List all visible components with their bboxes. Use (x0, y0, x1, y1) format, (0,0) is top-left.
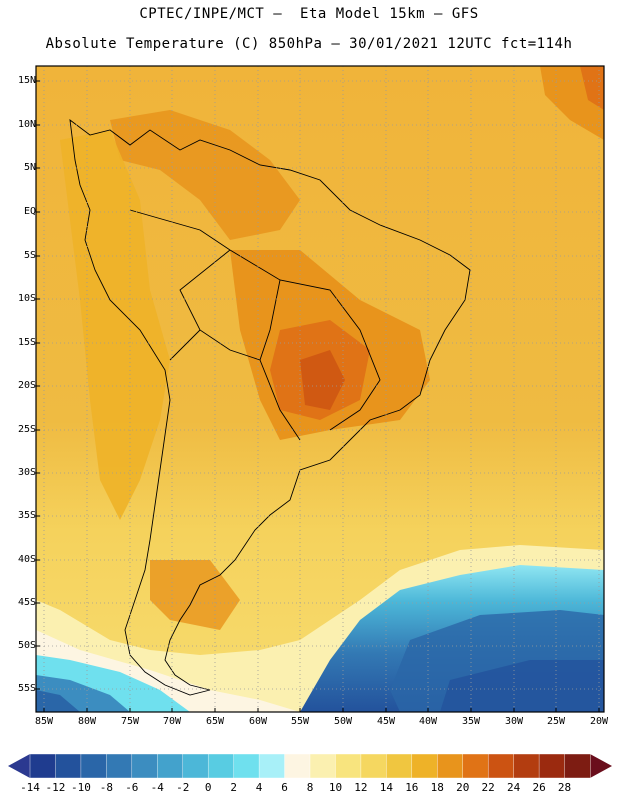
colorbar-label: 10 (328, 781, 343, 794)
colorbar-swatch (284, 753, 311, 779)
colorbar-low-cap (8, 754, 30, 778)
lon-label: 70W (162, 716, 182, 727)
colorbar-label: 4 (255, 781, 263, 794)
colorbar-swatch (411, 753, 438, 779)
colorbar-label: 24 (507, 781, 521, 794)
colorbar-label: 20 (456, 781, 470, 794)
colorbar-label: 2 (230, 781, 237, 794)
colorbar-swatch (207, 753, 235, 779)
colorbar-label: -10 (70, 781, 91, 794)
lon-label: 40W (418, 716, 438, 727)
colorbar-swatch (29, 753, 57, 779)
colorbar-label: -6 (125, 781, 139, 794)
lat-label: 30S (17, 467, 36, 478)
lon-label: 25W (546, 716, 566, 727)
colorbar-swatch (487, 753, 515, 779)
colorbar-swatch (564, 753, 591, 779)
lon-label: 20W (589, 716, 609, 727)
lon-label: 55W (290, 716, 310, 727)
colorbar-label: -2 (176, 781, 190, 794)
lon-label: 60W (248, 716, 268, 727)
colorbar-swatch (106, 753, 133, 779)
colorbar-swatch (437, 753, 464, 779)
colorbar-label: 8 (306, 781, 314, 794)
colorbar-swatch (233, 753, 260, 779)
lon-label: 30W (504, 716, 524, 727)
colorbar (8, 753, 612, 779)
tick-marks (36, 80, 600, 712)
colorbar-swatch (335, 753, 362, 779)
lat-label: 10S (17, 293, 36, 304)
lon-label: 50W (333, 716, 353, 727)
lat-label: 50S (17, 640, 36, 651)
colorbar-label: 6 (281, 781, 288, 794)
lat-label: 10N (17, 119, 36, 130)
lat-label: 5S (23, 250, 36, 261)
colorbar-label: 28 (557, 781, 572, 794)
map-title-line1: CPTEC/INPE/MCT – Eta Model 15km – GFS (139, 6, 479, 22)
colorbar-swatch (386, 753, 413, 779)
lon-label: 65W (205, 716, 225, 727)
colorbar-label: 16 (405, 781, 419, 794)
lon-label: 85W (34, 716, 54, 727)
map-frame (35, 65, 605, 713)
lat-label: 35S (17, 510, 36, 521)
colorbar-swatch (157, 753, 184, 779)
colorbar-swatch (538, 753, 566, 779)
colorbar-label: 18 (430, 781, 444, 794)
lat-label: EQ (23, 206, 36, 217)
colorbar-label: 14 (379, 781, 393, 794)
lat-label: 15S (17, 337, 36, 348)
colorbar-label: 0 (204, 781, 212, 794)
colorbar-swatch (182, 753, 209, 779)
lon-label: 35W (461, 716, 481, 727)
colorbar-swatch (131, 753, 158, 779)
lon-label: 75W (120, 716, 140, 727)
colorbar-label: -8 (99, 781, 113, 794)
lat-label: 15N (17, 75, 36, 86)
colorbar-label: 22 (481, 781, 495, 794)
colorbar-swatch (258, 753, 286, 779)
colorbar-swatch (360, 753, 388, 779)
colorbar-swatch (462, 753, 489, 779)
colorbar-label: -4 (150, 781, 164, 794)
colorbar-swatch (513, 753, 540, 779)
colorbar-label: -12 (45, 781, 66, 794)
lon-label: 80W (77, 716, 97, 727)
colorbar-label: -14 (20, 781, 40, 794)
colorbar-label: 26 (532, 781, 546, 794)
colorbar-swatch (55, 753, 82, 779)
lat-label: 40S (17, 554, 36, 565)
colorbar-label: 12 (354, 781, 368, 794)
temperature-field (36, 66, 604, 712)
lat-label: 55S (17, 683, 36, 694)
lat-label: 25S (17, 424, 36, 435)
lat-label: 20S (17, 380, 36, 391)
lon-label: 45W (376, 716, 396, 727)
colorbar-swatch (80, 753, 108, 779)
colorbar-high-cap (590, 754, 612, 778)
lat-label: 5N (23, 162, 36, 173)
graticule (36, 66, 604, 712)
coastlines (69, 119, 471, 696)
lat-label: 45S (17, 597, 36, 608)
map-title-line2: Absolute Temperature (C) 850hPa – 30/01/… (45, 36, 573, 52)
colorbar-swatch (309, 753, 337, 779)
